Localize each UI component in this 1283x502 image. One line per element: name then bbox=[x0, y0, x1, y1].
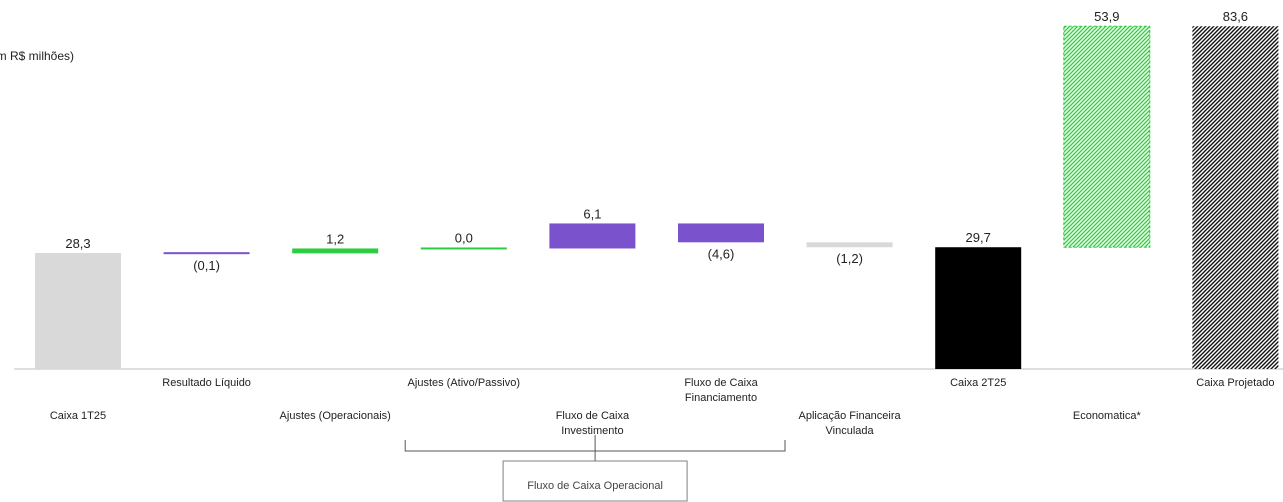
value-label-fluxo-de-caixa-financiamento: (4,6) bbox=[708, 246, 735, 261]
category-label-resultado-liquido: Resultado Líquido bbox=[162, 377, 251, 389]
value-label-economatica: 53,9 bbox=[1094, 9, 1119, 24]
bar-caixa-1t25 bbox=[35, 252, 121, 369]
category-labels-layer: Caixa 1T25 Resultado Líquido Ajustes (Oper… bbox=[50, 377, 1275, 437]
value-label-aplicacao-financeira-vinculada: (1,2) bbox=[836, 251, 863, 266]
bar-ajustes-ativo-passivo bbox=[420, 247, 507, 250]
value-label-caixa-1t25: 28,3 bbox=[65, 236, 90, 251]
bar-resultado-liquido bbox=[163, 252, 250, 255]
bar-fluxo-de-caixa-investimento bbox=[549, 223, 636, 249]
value-labels-layer: 28,3 (0,1) 1,2 0,0 6,1 (4,6) (1,2) 29,7 53,9 83,6 bbox=[65, 9, 1248, 273]
bracket-label-box bbox=[502, 460, 688, 502]
category-label-economatica: Economatica* bbox=[1073, 410, 1142, 422]
bracket-label: Fluxo de Caixa Operacional bbox=[527, 480, 663, 492]
value-label-fluxo-de-caixa-investimento: 6,1 bbox=[583, 206, 601, 221]
category-label-fluxo-de-caixa-financiamento: Fluxo de Caixa Financiamento bbox=[684, 377, 758, 404]
category-label-caixa-2t25: Caixa 2T25 bbox=[950, 377, 1006, 389]
value-label-ajustes-operacionais: 1,2 bbox=[326, 231, 344, 246]
value-label-caixa-projetado: 83,6 bbox=[1223, 9, 1248, 24]
bar-ajustes-operacionais bbox=[292, 248, 379, 254]
bar-economatica bbox=[1063, 25, 1151, 248]
category-label-ajustes-ativo-passivo: Ajustes (Ativo/Passivo) bbox=[408, 377, 520, 389]
category-label-ajustes-operacionais: Ajustes (Operacionais) bbox=[280, 410, 391, 422]
value-label-ajustes-ativo-passivo: 0,0 bbox=[455, 230, 473, 245]
category-label-aplicacao-financeira-vinculada: Aplicação Financeira Vinculada bbox=[799, 410, 902, 437]
unit-label: (em R$ milhões) bbox=[0, 49, 74, 63]
value-label-resultado-liquido: (0,1) bbox=[193, 258, 220, 273]
category-label-caixa-1t25: Caixa 1T25 bbox=[50, 410, 106, 422]
category-label-caixa-projetado: Caixa Projetado bbox=[1196, 377, 1274, 389]
bars-layer bbox=[35, 25, 1279, 370]
bar-caixa-2t25 bbox=[935, 247, 1022, 369]
bar-aplicacao-financeira-vinculada bbox=[806, 242, 893, 248]
operational-cashflow-bracket: Fluxo de Caixa Operacional bbox=[404, 435, 786, 502]
category-label-fluxo-de-caixa-investimento: Fluxo de Caixa Investimento bbox=[556, 410, 630, 437]
bar-fluxo-de-caixa-financiamento bbox=[678, 223, 764, 243]
bar-caixa-projetado bbox=[1192, 26, 1279, 370]
value-label-caixa-2t25: 29,7 bbox=[966, 230, 991, 245]
